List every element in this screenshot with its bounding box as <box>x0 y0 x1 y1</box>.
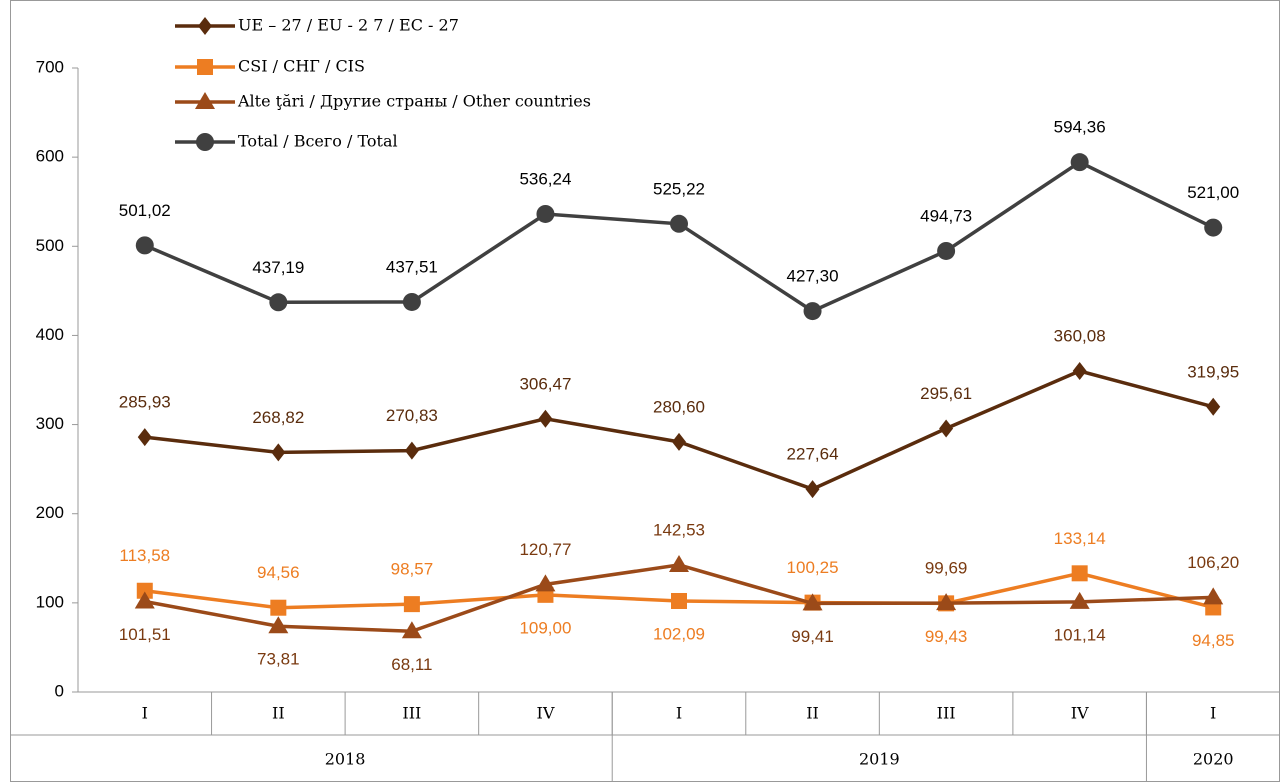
x-tick-label: I <box>1210 704 1216 723</box>
point <box>535 574 556 592</box>
data-label: 270,83 <box>386 406 438 425</box>
y-tick-label: 100 <box>36 592 64 611</box>
x-tick-label: I <box>676 704 682 723</box>
legend-label: UE – 27 / EU - 2 7 / EC - 27 <box>238 16 459 35</box>
x-tick-label: II <box>272 704 285 723</box>
point <box>404 441 419 460</box>
year-label: 2018 <box>325 750 366 769</box>
data-label: 280,60 <box>653 397 705 416</box>
point <box>936 593 957 611</box>
data-label: 98,57 <box>391 560 434 579</box>
data-label: 73,81 <box>257 650 300 669</box>
point <box>403 596 420 613</box>
point <box>805 480 820 499</box>
point <box>1206 397 1221 416</box>
data-label: 101,14 <box>1054 625 1106 644</box>
x-tick-label: IV <box>537 704 555 723</box>
point <box>268 616 289 634</box>
point <box>536 204 555 223</box>
data-label: 109,00 <box>519 618 571 637</box>
x-tick-label: I <box>142 704 148 723</box>
point <box>269 293 288 312</box>
y-tick-label: 500 <box>36 236 64 255</box>
data-label: 142,53 <box>653 520 705 539</box>
legend-marker <box>198 17 212 35</box>
data-label: 295,61 <box>920 384 972 403</box>
point <box>1072 362 1087 381</box>
legend-marker <box>197 59 213 75</box>
data-label: 227,64 <box>787 445 839 464</box>
data-label: 501,02 <box>119 201 171 220</box>
data-label: 594,36 <box>1054 118 1106 137</box>
data-label: 525,22 <box>653 179 705 198</box>
data-label: 521,00 <box>1187 183 1239 202</box>
point <box>670 214 688 233</box>
data-label: 268,82 <box>252 408 304 427</box>
x-tick-label: III <box>402 704 421 723</box>
legend-label: Total / Всего / Total <box>238 132 398 151</box>
point <box>1069 591 1090 609</box>
data-label: 306,47 <box>519 374 571 393</box>
data-label: 106,20 <box>1187 553 1239 572</box>
legend-marker <box>195 92 215 109</box>
data-label: 99,43 <box>925 627 968 646</box>
data-label: 133,14 <box>1054 529 1106 548</box>
y-tick-label: 200 <box>36 503 64 522</box>
point <box>1070 153 1089 172</box>
x-tick-label: II <box>806 704 819 723</box>
point <box>671 592 687 609</box>
point <box>669 554 689 572</box>
x-tick-label: IV <box>1071 704 1089 723</box>
data-label: 94,85 <box>1192 631 1235 650</box>
data-label: 94,56 <box>257 563 300 582</box>
data-label: 427,30 <box>787 267 839 286</box>
point <box>136 582 153 599</box>
data-label: 102,09 <box>653 624 705 643</box>
data-label: 285,93 <box>119 393 171 412</box>
point <box>270 599 287 616</box>
point <box>134 591 155 609</box>
point <box>271 443 286 462</box>
legend-label: CSI / СНГ / CIS <box>238 57 365 76</box>
data-label: 437,19 <box>252 258 304 277</box>
point <box>401 621 422 639</box>
point <box>137 428 152 447</box>
legend-marker <box>196 133 214 151</box>
data-label: 99,41 <box>791 627 834 646</box>
data-label: 100,25 <box>787 558 839 577</box>
data-label: 120,77 <box>519 540 571 559</box>
year-label: 2020 <box>1193 750 1234 769</box>
legend-label: Alte ţări / Другие страны / Other countr… <box>237 92 591 111</box>
point <box>402 292 421 311</box>
data-label: 494,73 <box>920 206 972 225</box>
data-label: 536,24 <box>519 169 571 188</box>
line <box>144 369 1214 491</box>
data-label: 101,51 <box>119 625 171 644</box>
y-tick-label: 600 <box>36 147 64 166</box>
x-tick-label: III <box>937 704 956 723</box>
year-label: 2019 <box>859 750 900 769</box>
point <box>939 419 954 438</box>
y-tick-label: 400 <box>36 325 64 344</box>
y-tick-label: 300 <box>36 414 64 433</box>
point <box>1203 587 1224 605</box>
point <box>937 241 956 260</box>
point <box>1204 218 1223 237</box>
y-tick-label: 700 <box>36 57 64 76</box>
point <box>538 409 553 428</box>
point <box>672 432 686 451</box>
point <box>802 593 823 611</box>
point <box>1071 565 1088 582</box>
data-label: 68,11 <box>391 655 432 674</box>
y-tick-label: 0 <box>55 681 64 700</box>
data-label: 113,58 <box>119 546 170 565</box>
data-label: 319,95 <box>1187 362 1239 381</box>
point <box>803 302 822 321</box>
data-label: 99,69 <box>925 559 968 578</box>
data-label: 360,08 <box>1054 326 1106 345</box>
point <box>135 236 154 255</box>
data-label: 437,51 <box>386 257 438 276</box>
